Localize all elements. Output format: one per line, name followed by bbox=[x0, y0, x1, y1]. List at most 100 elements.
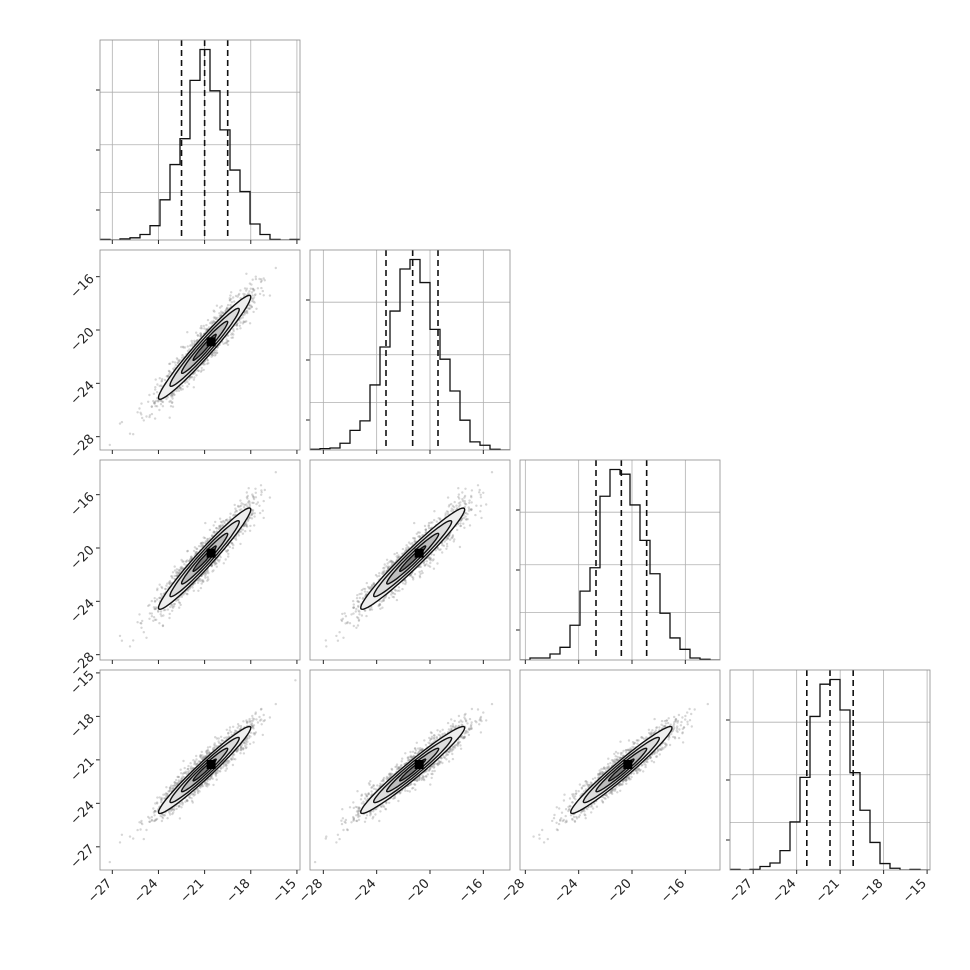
sample-point bbox=[172, 605, 176, 608]
sample-point bbox=[168, 581, 171, 584]
sample-point bbox=[262, 294, 265, 297]
sample-point bbox=[362, 596, 365, 600]
sample-point bbox=[225, 342, 228, 345]
sample-point bbox=[248, 529, 252, 532]
sample-point bbox=[364, 593, 368, 596]
sample-point bbox=[220, 521, 224, 524]
sample-point bbox=[180, 565, 183, 569]
sample-point bbox=[386, 566, 390, 570]
sample-point bbox=[386, 562, 389, 565]
sample-point bbox=[234, 537, 237, 540]
sample-point bbox=[173, 393, 176, 397]
sample-point bbox=[206, 576, 209, 579]
sample-point bbox=[418, 576, 422, 579]
sample-point bbox=[423, 564, 427, 567]
sample-point bbox=[260, 279, 263, 282]
sample-point bbox=[161, 377, 164, 381]
y-tick-label: −28 bbox=[68, 432, 98, 462]
sample-point bbox=[244, 530, 247, 533]
sample-point bbox=[181, 356, 184, 359]
sample-point bbox=[199, 542, 203, 545]
sample-point bbox=[181, 354, 184, 357]
sample-point bbox=[158, 583, 161, 586]
sample-point bbox=[168, 362, 172, 365]
sample-point bbox=[200, 366, 203, 370]
sample-point bbox=[384, 596, 387, 599]
sample-point bbox=[192, 378, 196, 381]
sample-point bbox=[459, 519, 462, 522]
sample-point bbox=[458, 497, 461, 500]
sample-point bbox=[380, 572, 384, 575]
sample-point bbox=[184, 592, 187, 595]
sample-point bbox=[231, 332, 234, 335]
sample-point bbox=[420, 569, 423, 573]
sample-point bbox=[373, 583, 376, 586]
sample-point bbox=[390, 560, 393, 563]
sample-point bbox=[217, 527, 220, 531]
sample-point bbox=[142, 419, 145, 422]
sample-point bbox=[153, 607, 156, 611]
sample-point bbox=[154, 386, 157, 389]
sample-point bbox=[229, 303, 232, 307]
sample-point bbox=[153, 417, 157, 420]
sample-point bbox=[411, 575, 414, 579]
histogram bbox=[100, 48, 300, 240]
sample-point bbox=[210, 353, 213, 356]
sample-point bbox=[159, 592, 163, 596]
sample-point bbox=[158, 596, 161, 600]
sample-point bbox=[236, 322, 239, 325]
sample-point bbox=[193, 582, 197, 585]
sample-point bbox=[360, 588, 364, 592]
sample-point bbox=[186, 593, 189, 596]
sample-point bbox=[355, 607, 358, 611]
sample-point bbox=[204, 521, 207, 525]
sample-point bbox=[210, 565, 213, 568]
sample-point bbox=[171, 397, 174, 400]
sample-point bbox=[251, 494, 255, 498]
sample-point bbox=[253, 301, 256, 304]
sample-point bbox=[214, 316, 217, 319]
sample-point bbox=[370, 584, 374, 587]
sample-point bbox=[464, 518, 468, 521]
sample-point bbox=[177, 601, 181, 604]
sample-point bbox=[467, 509, 471, 512]
sample-point bbox=[224, 341, 227, 345]
sample-point bbox=[250, 517, 254, 520]
sample-point bbox=[168, 582, 171, 585]
sample-point bbox=[195, 551, 198, 554]
sample-point bbox=[214, 317, 217, 320]
sample-point bbox=[225, 307, 228, 311]
sample-point bbox=[199, 332, 202, 335]
sample-point bbox=[128, 432, 132, 435]
panel-frame bbox=[309, 249, 511, 451]
sample-point bbox=[461, 499, 465, 503]
sample-point bbox=[153, 401, 156, 405]
sample-point bbox=[189, 555, 193, 558]
sample-point bbox=[136, 621, 139, 624]
sample-point bbox=[199, 333, 203, 336]
sample-point bbox=[163, 378, 167, 382]
sample-point bbox=[168, 372, 171, 375]
sample-point bbox=[215, 304, 219, 307]
sample-point bbox=[378, 572, 381, 575]
sample-point bbox=[479, 493, 482, 496]
sample-point bbox=[383, 563, 386, 566]
sample-point bbox=[206, 327, 209, 331]
sample-point bbox=[263, 488, 266, 492]
sample-point bbox=[203, 572, 207, 575]
sample-point bbox=[215, 526, 218, 530]
sample-point bbox=[235, 324, 239, 327]
sample-point bbox=[170, 575, 174, 578]
sample-point bbox=[252, 497, 256, 501]
sample-point bbox=[233, 300, 236, 303]
sample-point bbox=[352, 599, 355, 603]
sample-point bbox=[152, 399, 155, 403]
sample-point bbox=[251, 510, 254, 513]
sample-point bbox=[176, 572, 179, 575]
sample-point bbox=[260, 286, 263, 290]
sample-point bbox=[341, 612, 344, 616]
sample-point bbox=[227, 555, 230, 558]
sample-point bbox=[470, 489, 474, 492]
sample-point bbox=[443, 540, 446, 543]
sample-point bbox=[203, 541, 206, 545]
